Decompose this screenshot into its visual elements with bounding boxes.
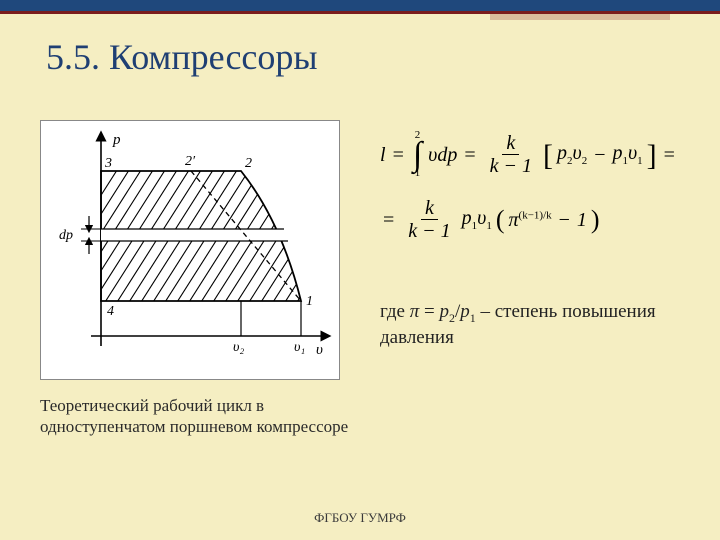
slide-title: 5.5. Компрессоры xyxy=(46,36,318,78)
slide-topbar xyxy=(0,0,720,14)
formula-line-2: = k k − 1 p1υ1 ( π(k−1)/k − 1 ) xyxy=(380,197,700,242)
point-2p: 2′ xyxy=(185,154,196,169)
point-1: 1 xyxy=(306,294,313,309)
formula-line-1: l= 2 ∫ 1 υdp = k k − 1 [ p2υ2 − p1υ1 ] = xyxy=(380,130,700,179)
axis-label-p: p xyxy=(112,132,121,148)
axis-label-v: υ xyxy=(316,342,323,358)
point-3: 3 xyxy=(104,156,112,171)
integral-icon: 2 ∫ 1 xyxy=(413,130,422,179)
dp-label: dp xyxy=(59,228,73,243)
tick-v2: υ₂ xyxy=(233,340,244,355)
slide-accent-bar xyxy=(490,14,670,20)
formula-block: l= 2 ∫ 1 υdp = k k − 1 [ p2υ2 − p1υ1 ] =… xyxy=(380,130,700,260)
point-4: 4 xyxy=(107,304,114,319)
point-2: 2 xyxy=(245,156,252,171)
figure-caption: Теоретический рабочий цикл в одноступенч… xyxy=(40,395,350,438)
pv-diagram: p υ 3 2′ 2 1 4 dp υ₂ υ₁ xyxy=(40,120,340,380)
where-text: где π = p2/p1 – степень повышения давлен… xyxy=(380,300,680,351)
dp-band xyxy=(101,229,284,241)
footer-text: ФГБОУ ГУМРФ xyxy=(0,510,720,526)
tick-v1: υ₁ xyxy=(294,340,305,355)
hatching xyxy=(41,121,341,321)
